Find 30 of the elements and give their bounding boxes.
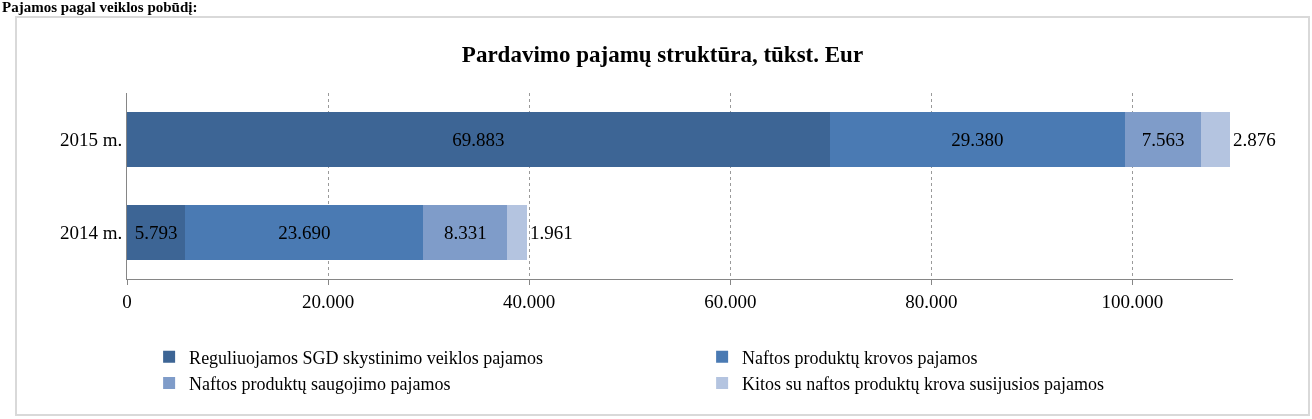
chart-title: Pardavimo pajamų struktūra, tūkst. Eur: [461, 41, 864, 67]
data-label: 5.793: [134, 222, 178, 243]
data-label: 8.331: [443, 222, 487, 243]
text: Pajamos pagal veiklos pobūdį:: [1, 0, 199, 16]
data-label: 1.961: [529, 222, 573, 243]
bar: [1201, 111, 1230, 168]
data-label: 29.380: [951, 129, 1004, 150]
bar: [507, 204, 527, 261]
bar: [423, 204, 508, 261]
data-label: 2.876: [1233, 129, 1276, 150]
x-tick-label: 100.000: [1101, 290, 1164, 312]
legend-label: Naftos produktų krovos pajamos: [742, 347, 978, 368]
x-tick-label: 40.000: [503, 290, 556, 312]
data-label: 23.690: [278, 222, 331, 243]
bar: [1125, 111, 1202, 168]
data-label: 7.563: [1141, 129, 1185, 150]
x-tick-label: 0: [122, 290, 132, 312]
legend-label: Reguliuojamos SGD skystinimo veiklos pajamos: [189, 347, 544, 368]
legend-label: Kitos su naftos produktų krova susijusios pajamos: [742, 374, 1105, 395]
x-tick-label: 60.000: [704, 290, 757, 312]
y-tick-label: 2015 m.: [59, 129, 123, 151]
x-tick-label: 20.000: [301, 290, 355, 312]
x-tick-label: 80.000: [905, 290, 958, 312]
bar: [127, 204, 186, 261]
legend-label: Naftos produktų saugojimo pajamos: [189, 374, 451, 395]
bar: [829, 111, 1126, 168]
data-label: 69.883: [452, 129, 505, 150]
bar: [127, 111, 830, 168]
bar: [185, 204, 424, 261]
y-tick-label: 2014 m.: [59, 222, 123, 244]
